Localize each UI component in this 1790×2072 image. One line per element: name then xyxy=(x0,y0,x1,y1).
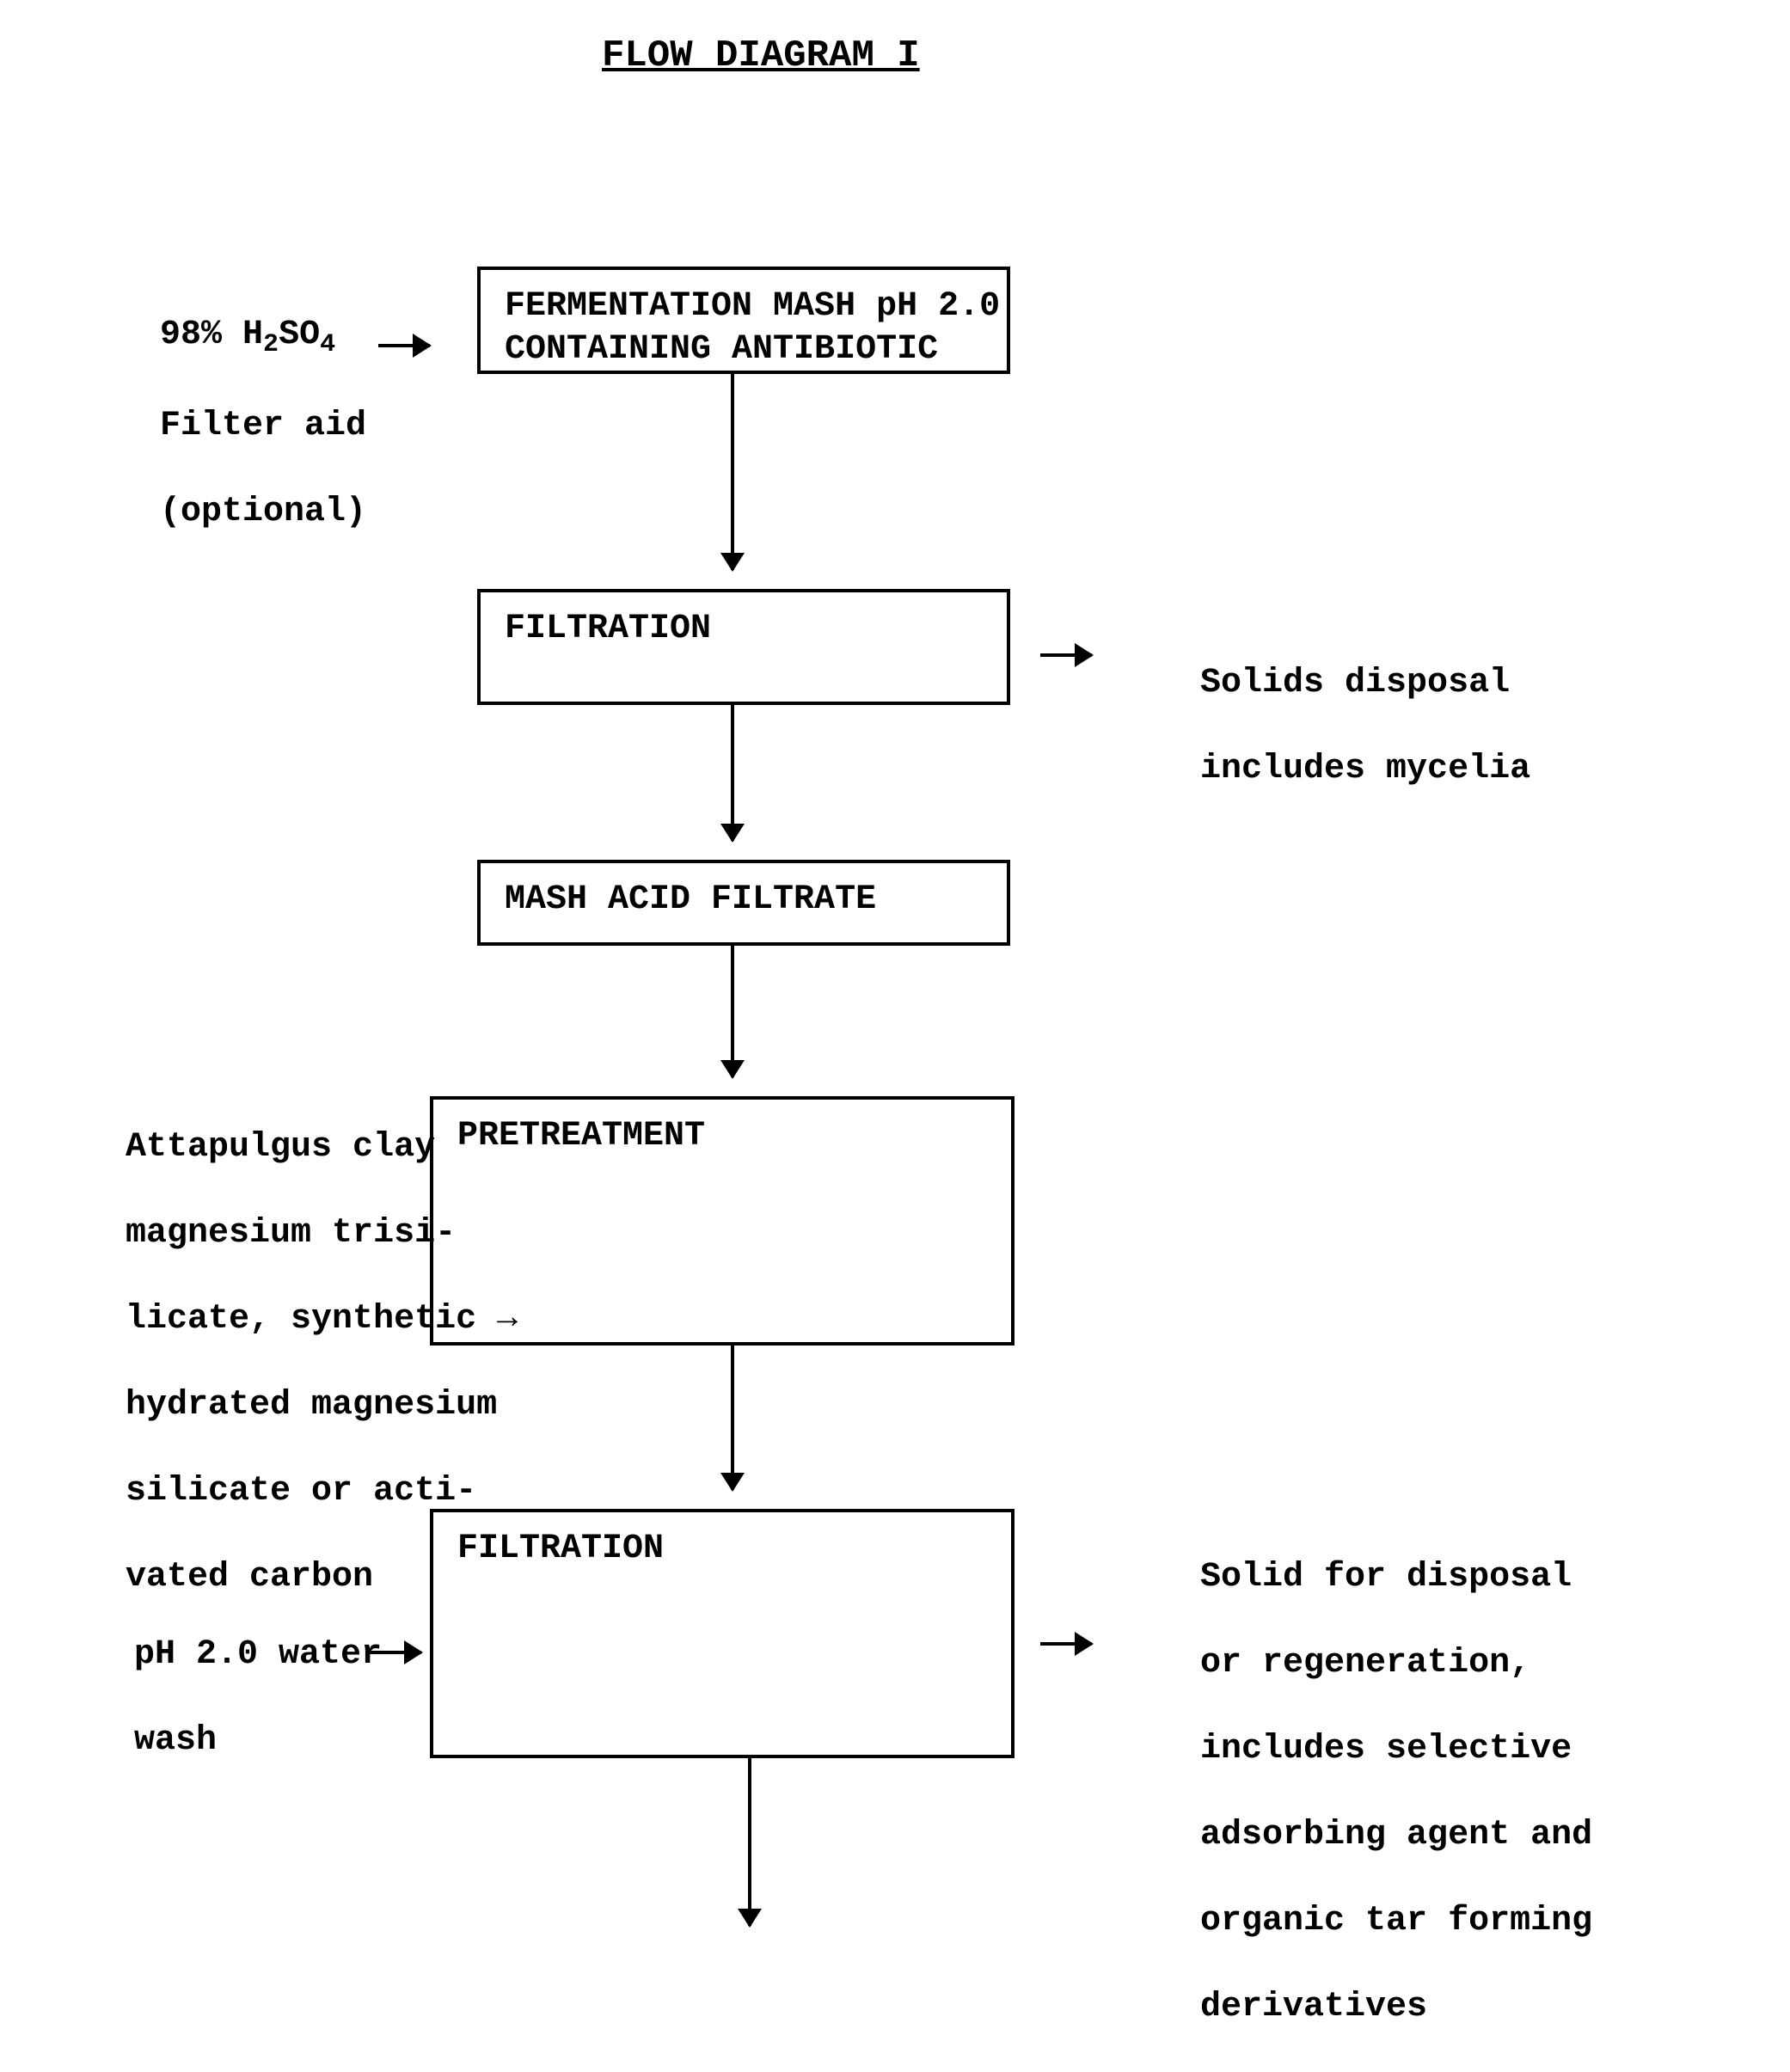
arrow-down-icon xyxy=(731,374,734,570)
arrow-inline-icon: → xyxy=(476,1300,518,1339)
arrow-down-icon xyxy=(731,946,734,1077)
arrow-right-icon xyxy=(1040,653,1092,657)
label-attapulgus: Attapulgus clay magnesium trisi- licate,… xyxy=(43,1083,518,1642)
arrow-right-icon xyxy=(370,1651,421,1654)
label-solids-disposal: Solids disposal includes mycelia xyxy=(1118,619,1530,834)
label-h2so4-line3: (optional) xyxy=(160,493,366,531)
arrow-down-icon xyxy=(748,1758,751,1926)
arrow-down-icon xyxy=(731,705,734,841)
flow-diagram: FLOW DIAGRAM I FERMENTATION MASH pH 2.0 … xyxy=(0,0,1790,2002)
diagram-title: FLOW DIAGRAM I xyxy=(602,34,920,77)
label-ph2-wash: pH 2.0 water wash xyxy=(52,1591,382,1805)
box-mash-acid-filtrate: MASH ACID FILTRATE xyxy=(477,860,1010,946)
arrow-down-icon xyxy=(731,1346,734,1490)
label-h2so4-line1: 98% H2SO4 xyxy=(160,316,335,354)
label-h2so4: 98% H2SO4 Filter aid (optional) xyxy=(77,271,366,577)
label-solid-disposal-2: Solid for disposal or regeneration, incl… xyxy=(1118,1513,1592,2072)
label-h2so4-line2: Filter aid xyxy=(160,407,366,445)
arrow-right-icon xyxy=(1040,1642,1092,1646)
arrow-right-icon xyxy=(378,344,430,347)
box-filtration-1: FILTRATION xyxy=(477,589,1010,705)
box-fermentation: FERMENTATION MASH pH 2.0 CONTAINING ANTI… xyxy=(477,267,1010,374)
